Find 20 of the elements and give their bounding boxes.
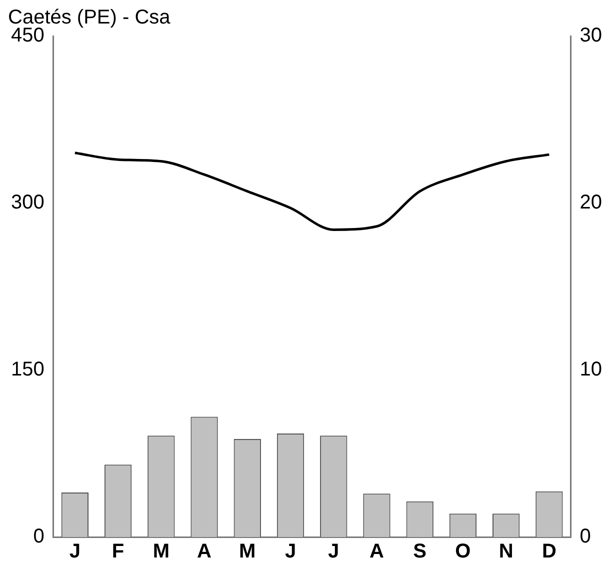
line-series (74, 152, 550, 231)
y2-tick-label: 10 (580, 358, 602, 381)
x-tick-label: N (498, 540, 514, 563)
y2-tick-label: 0 (580, 526, 591, 548)
x-tick-label: J (328, 540, 340, 563)
x-tick-label: J (69, 540, 80, 563)
x-tick-label: J (284, 540, 296, 563)
x-tick-label: A (370, 540, 384, 563)
y-tick-label: 300 (10, 192, 44, 214)
y-tick-label: 0 (33, 526, 44, 548)
y2-tick-label: 20 (580, 192, 602, 214)
x-tick-label: A (197, 540, 212, 563)
y-tick-label: 150 (10, 358, 44, 381)
x-tick-label: M (239, 540, 256, 563)
y2-tick-label: 30 (580, 24, 602, 47)
x-tick-label: F (112, 540, 124, 563)
x-tick-label: S (413, 540, 427, 563)
x-tick-label: O (455, 540, 471, 563)
x-tick-label: M (152, 540, 170, 563)
x-tick-label: D (542, 540, 556, 563)
